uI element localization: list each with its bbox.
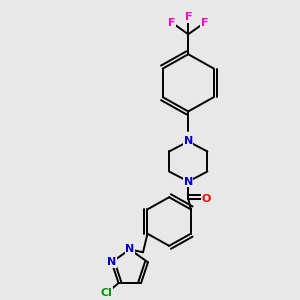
Text: N: N bbox=[107, 257, 116, 267]
Text: F: F bbox=[168, 18, 176, 28]
Text: N: N bbox=[184, 176, 193, 187]
Text: N: N bbox=[125, 244, 134, 254]
Text: O: O bbox=[201, 194, 211, 204]
Text: F: F bbox=[184, 12, 192, 22]
Text: Cl: Cl bbox=[101, 288, 113, 298]
Text: F: F bbox=[201, 18, 208, 28]
Text: N: N bbox=[184, 136, 193, 146]
